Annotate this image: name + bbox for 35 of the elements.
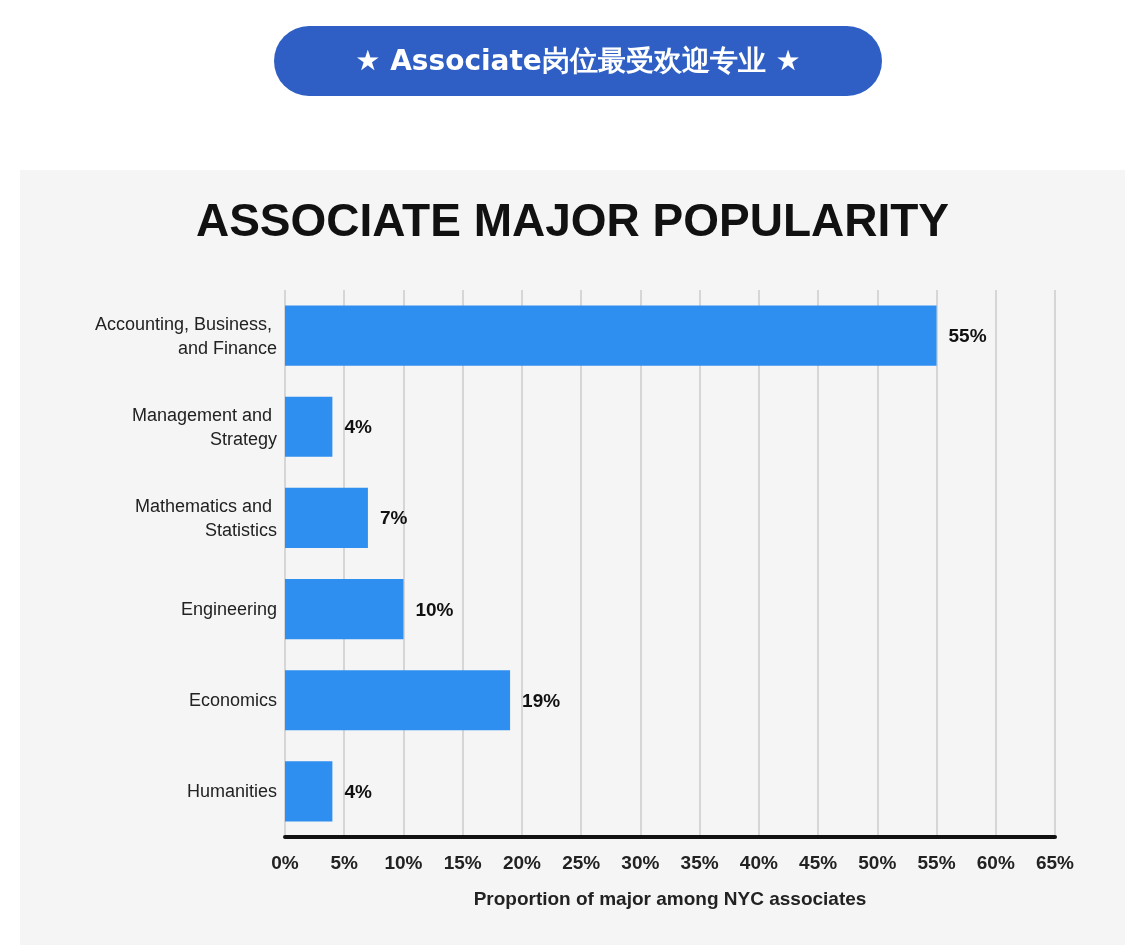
x-tick-label: 10% — [384, 852, 423, 873]
x-tick-label: 20% — [502, 852, 542, 873]
bar — [285, 761, 333, 822]
x-tick-label: 5% — [330, 852, 359, 873]
data-label: 55% — [948, 325, 987, 347]
x-tick-label: 25% — [562, 852, 601, 873]
bar — [285, 396, 333, 457]
chart-subtitle: ASSOCIATE MAJOR POPULARITY — [195, 194, 950, 246]
x-tick-label: 50% — [858, 852, 897, 873]
x-axis-title: Proportion of major among NYC associates — [473, 888, 867, 909]
data-label: 7% — [379, 507, 408, 529]
x-tick-label: 15% — [443, 852, 482, 873]
bar — [285, 670, 511, 731]
y-tick-label: Economics — [188, 690, 277, 711]
x-tick-label: 30% — [621, 852, 660, 873]
y-tick-label: Humanities — [186, 781, 277, 802]
data-label: 10% — [415, 598, 454, 620]
x-tick-label: 45% — [799, 852, 838, 873]
data-label: 4% — [344, 416, 372, 438]
x-tick-label: 40% — [739, 852, 778, 873]
bar — [285, 305, 937, 366]
x-tick-label: 0% — [271, 852, 299, 873]
bar — [285, 487, 368, 548]
x-tick-label: 60% — [976, 852, 1015, 873]
x-tick-label: 35% — [680, 852, 719, 873]
bar — [285, 579, 404, 640]
y-tick-label: Engineering — [180, 599, 277, 620]
y-tick-label: Management and Strategy — [131, 404, 277, 449]
y-tick-label: Accounting, Business, and Finance — [94, 313, 277, 358]
data-label: 19% — [522, 689, 561, 711]
x-tick-label: 55% — [917, 852, 956, 873]
y-tick-label: Mathematics and Statistics — [134, 495, 277, 540]
x-tick-label: 65% — [1035, 852, 1075, 873]
chart-title: ★ Associate岗位最受欢迎专业 ★ — [274, 26, 882, 96]
data-label: 4% — [344, 780, 372, 802]
